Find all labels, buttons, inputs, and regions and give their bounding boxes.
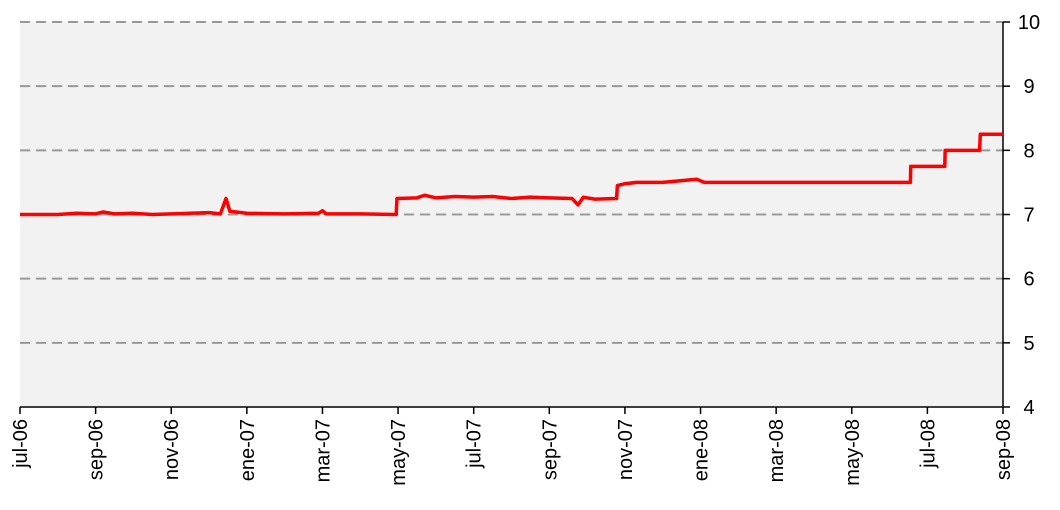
x-tick-label: sep-08 (993, 419, 1015, 480)
data-line (20, 132, 1003, 217)
x-tick-label: sep-07 (539, 419, 561, 480)
x-tick-label: nov-07 (615, 419, 637, 480)
x-tick-label: mar-07 (312, 419, 334, 482)
y-tick-label: 9 (1023, 76, 1034, 98)
x-tick-label: may-08 (842, 419, 864, 486)
x-tick-label: sep-06 (86, 419, 108, 480)
x-tick-label: jul-06 (10, 419, 32, 469)
x-tick-label: mar-08 (766, 419, 788, 482)
x-tick-label: ene-07 (237, 419, 259, 481)
x-tick-label: ene-08 (691, 419, 713, 481)
x-tick-label: nov-06 (161, 419, 183, 480)
x-tick-label: jul-07 (464, 419, 486, 469)
y-tick-label: 7 (1023, 205, 1034, 227)
y-tick-label: 4 (1023, 397, 1034, 419)
x-tick-label: jul-08 (917, 419, 939, 469)
y-tick-label: 8 (1023, 140, 1034, 162)
y-tick-label: 10 (1018, 12, 1040, 34)
x-tick-label: may-07 (388, 419, 410, 486)
y-tick-label: 5 (1023, 333, 1034, 355)
y-tick-label: 6 (1023, 269, 1034, 291)
